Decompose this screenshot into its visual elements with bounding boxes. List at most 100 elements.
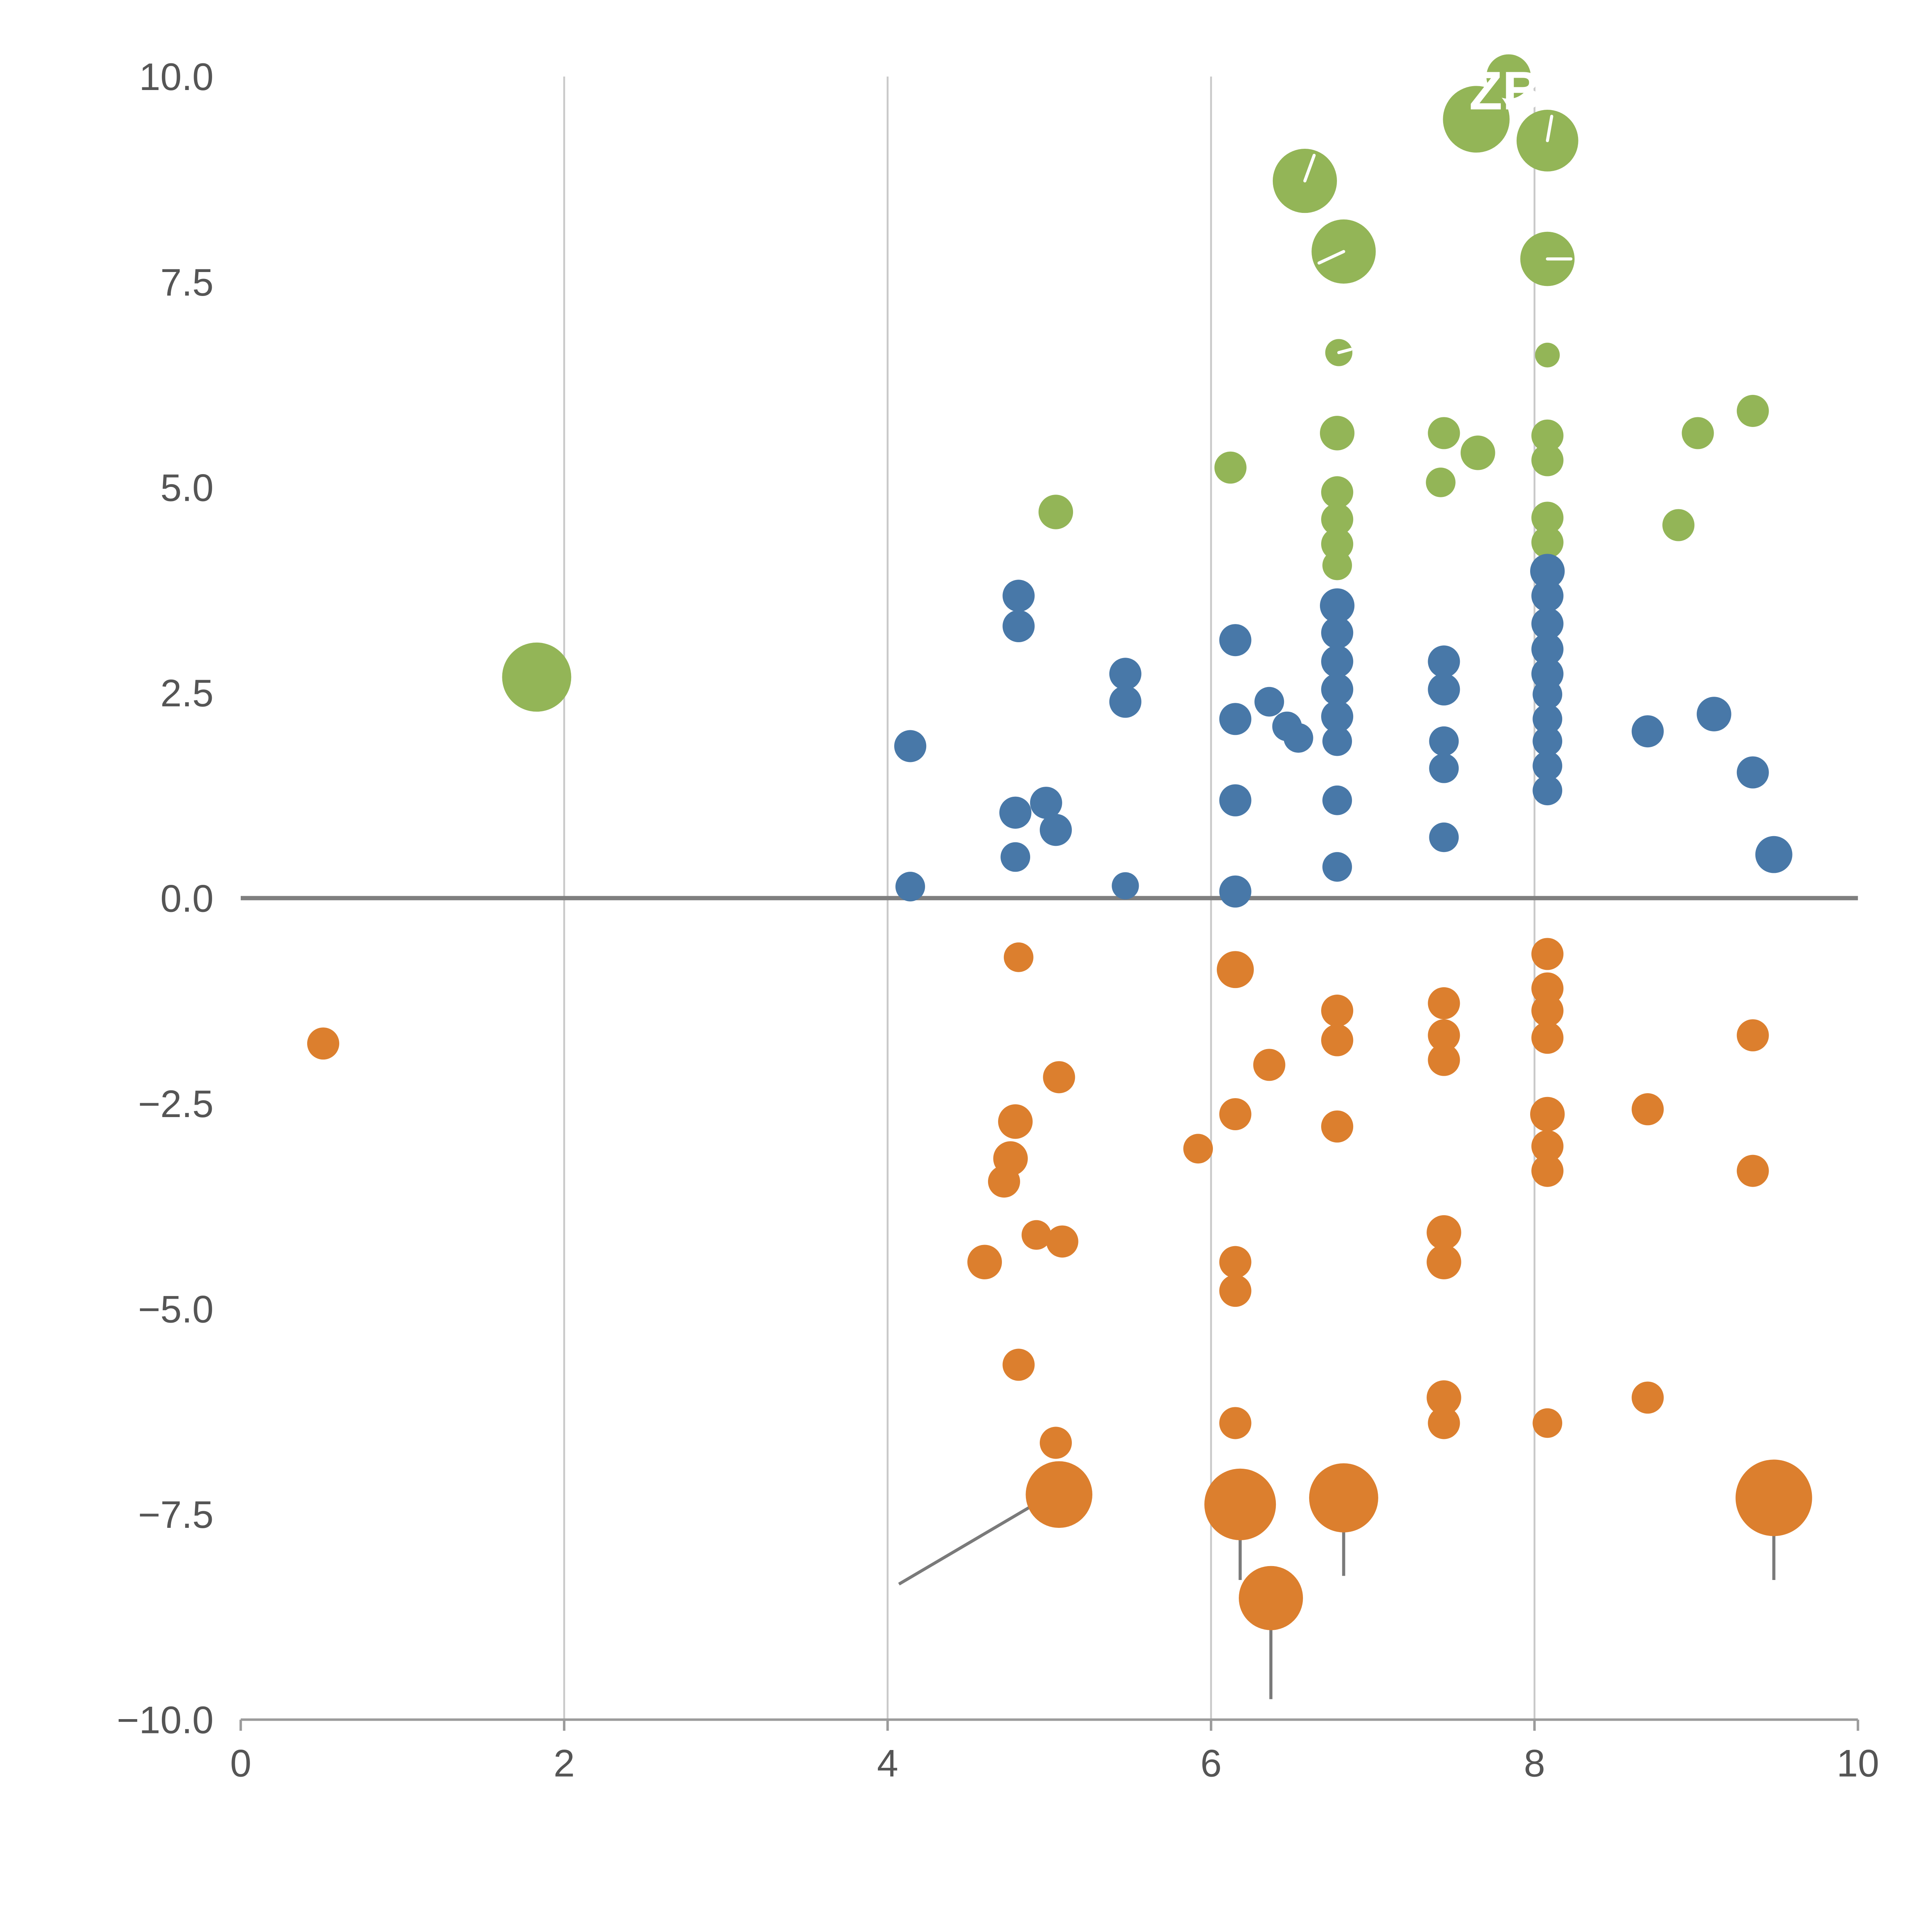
bubble-orange (1531, 1155, 1564, 1187)
bubble-blue (1219, 624, 1252, 656)
bubble-blue (1320, 588, 1355, 623)
bubble-blue (1532, 751, 1563, 781)
bubble-blue (1219, 784, 1252, 816)
bubble-orange (1002, 1349, 1035, 1381)
bubble-blue (1532, 704, 1563, 734)
bubble-blue (1000, 842, 1031, 872)
bubble-blue (894, 730, 927, 762)
bubble-green (1682, 417, 1714, 449)
y-tick-label: 2.5 (160, 672, 214, 714)
bubble-green (1321, 476, 1354, 509)
bubble-blue (1030, 787, 1062, 819)
bubble-tick-line (1317, 250, 1345, 265)
bubble-blue (1322, 785, 1352, 815)
bubble-orange (1736, 1155, 1769, 1187)
bubble-green (1428, 417, 1460, 449)
bubble-green (1322, 550, 1352, 580)
bubble-blue (1428, 645, 1460, 678)
bubble-blue (1530, 554, 1565, 588)
bubble-orange (1026, 1461, 1093, 1528)
bubble-blue (1531, 580, 1564, 612)
bubble-green (1736, 395, 1769, 427)
bubble-orange (1003, 942, 1034, 972)
bubble-green (1531, 419, 1564, 452)
bubble-blue (1219, 875, 1252, 908)
bubble-orange (1735, 1459, 1812, 1536)
bubble-blue (1321, 700, 1354, 733)
bubble-blue (895, 872, 925, 901)
bubble-tick-line (1546, 115, 1553, 142)
y-tick-label: 0.0 (160, 877, 214, 920)
bubble-blue (1219, 703, 1252, 735)
bubble-blue (1532, 726, 1563, 756)
x-tick-label: 6 (1201, 1742, 1222, 1784)
bubble-orange (1531, 938, 1564, 970)
x-tick-label: 4 (877, 1742, 898, 1784)
bubble-orange (1321, 1024, 1354, 1056)
bubble-orange (1219, 1275, 1252, 1307)
bubble-orange (1531, 995, 1564, 1027)
bubble-blue (1736, 756, 1769, 789)
bubble-blue (1532, 776, 1563, 806)
bubble-blue (1531, 658, 1564, 690)
bubble-blue (1283, 723, 1313, 753)
bubble-blue (999, 796, 1032, 829)
y-tick-label: −10.0 (117, 1699, 214, 1742)
bubble-orange (1531, 1130, 1564, 1162)
bubble-green (1038, 495, 1073, 529)
bubble-orange (967, 1245, 1002, 1279)
bubble-orange (1238, 1566, 1303, 1630)
x-axis: 0 2 4 6 8 10 (230, 1718, 1879, 1784)
bubble-green (1662, 509, 1695, 541)
bubble-green (502, 642, 571, 712)
bubble-green (1531, 502, 1564, 534)
bubble-orange (1427, 1245, 1461, 1279)
bubble-tick-line (1303, 154, 1316, 183)
chart-annotation: ZB (1469, 60, 1541, 121)
x-tick-label: 0 (230, 1742, 251, 1784)
bubble-tick-line (1337, 348, 1352, 354)
bubble-blue (1039, 814, 1072, 846)
y-tick-label: −5.0 (138, 1288, 214, 1331)
x-tick-label: 2 (554, 1742, 575, 1784)
bubble-orange (1309, 1463, 1378, 1532)
bubble-orange (1219, 1246, 1252, 1278)
y-tick-label: 10.0 (139, 55, 214, 98)
bubble-orange (1427, 1380, 1461, 1415)
bubble-orange (1428, 987, 1460, 1019)
bubble-blue (1254, 687, 1284, 717)
x-tick-label: 10 (1837, 1742, 1879, 1784)
bubble-blue (1429, 726, 1459, 756)
bubble-orange (1253, 1049, 1286, 1081)
bubble-white-ticks (1303, 115, 1573, 354)
bubble-orange (1532, 1408, 1563, 1438)
bubble-green (1531, 444, 1564, 476)
bubble-blue (1321, 645, 1354, 678)
bubble-green (1531, 526, 1564, 559)
bubble-orange (1427, 1215, 1461, 1250)
bubble-blue (1631, 715, 1664, 748)
x-tick-label: 8 (1524, 1742, 1545, 1784)
y-axis: −10.0 −7.5 −5.0 −2.5 0.0 2.5 5.0 7.5 10.0 (117, 55, 214, 1741)
bubble-green (1320, 416, 1355, 451)
bubble-green (1214, 451, 1247, 484)
bubble-orange (307, 1027, 339, 1060)
y-tick-label: 5.0 (160, 466, 214, 509)
bubble-orange (1530, 1097, 1565, 1132)
bubble-orange (1428, 1044, 1460, 1076)
bubble-green (1321, 528, 1354, 560)
bubble-orange (1631, 1381, 1664, 1414)
bubble-orange (1043, 1061, 1075, 1094)
bubble-orange (1046, 1225, 1078, 1258)
bubble-green (1486, 54, 1531, 99)
bubble-blue (1112, 872, 1139, 900)
bubble-orange (1183, 1134, 1213, 1164)
bubble-orange (988, 1165, 1020, 1198)
bubble-blue (1697, 697, 1731, 731)
rule-line (898, 1492, 1054, 1586)
y-tick-label: −7.5 (138, 1493, 214, 1536)
bubble-orange (1219, 1098, 1252, 1131)
bubble-orange (1428, 1407, 1460, 1439)
